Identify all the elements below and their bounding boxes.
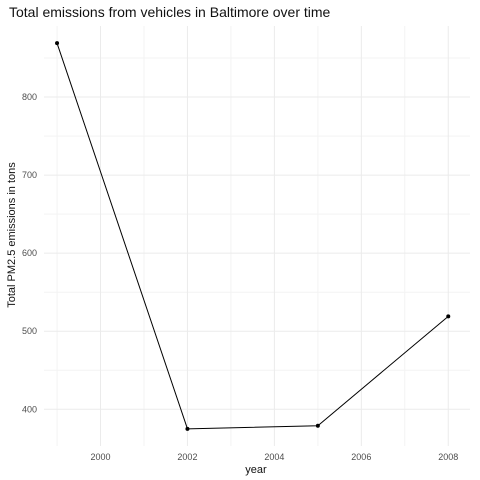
series-layer <box>55 41 451 431</box>
y-axis-title: Total PM2.5 emissions in tons <box>6 162 18 308</box>
series-line <box>56 43 449 430</box>
x-tick-label: 2004 <box>264 452 284 462</box>
y-tick-label: 800 <box>22 92 37 102</box>
data-point <box>185 426 190 431</box>
y-tick-label: 600 <box>22 248 37 258</box>
chart-title: Total emissions from vehicles in Baltimo… <box>9 4 331 20</box>
x-tick-label: 2008 <box>438 452 458 462</box>
y-tick-label: 400 <box>22 404 37 414</box>
y-tick-label: 700 <box>22 170 37 180</box>
x-tick-label: 2000 <box>90 452 110 462</box>
data-point <box>315 423 320 428</box>
y-tick-label: 500 <box>22 326 37 336</box>
y-axis-ticks: 400 500 600 700 800 <box>22 92 37 414</box>
data-point <box>446 314 451 319</box>
x-tick-label: 2006 <box>351 452 371 462</box>
x-tick-label: 2002 <box>177 452 197 462</box>
grid <box>44 26 470 446</box>
x-axis-ticks: 2000 2002 2004 2006 2008 <box>90 452 458 462</box>
x-axis-title: year <box>245 464 267 476</box>
data-point <box>55 41 60 46</box>
